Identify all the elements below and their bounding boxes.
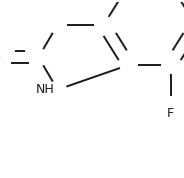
Text: NH: NH: [36, 83, 55, 96]
Text: F: F: [167, 107, 174, 120]
